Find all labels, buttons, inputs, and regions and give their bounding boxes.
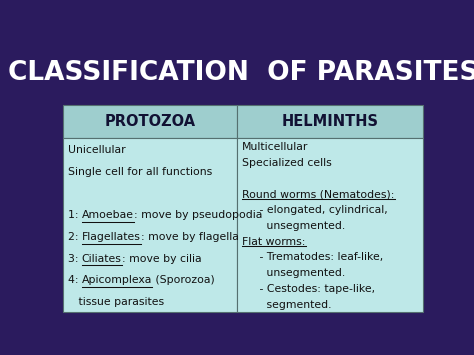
- Text: : move by pseudopodia: : move by pseudopodia: [134, 210, 262, 220]
- Text: : move by cilia: : move by cilia: [121, 254, 201, 264]
- Text: 3:: 3:: [68, 254, 82, 264]
- Text: - elongated, cylindrical,: - elongated, cylindrical,: [242, 205, 388, 215]
- Text: (Sporozoa): (Sporozoa): [152, 275, 215, 285]
- Text: 2:: 2:: [68, 232, 82, 242]
- Text: HELMINTHS: HELMINTHS: [282, 114, 379, 129]
- Text: Ciliates: Ciliates: [82, 254, 121, 264]
- Bar: [63, 105, 237, 138]
- Text: 1:: 1:: [68, 210, 82, 220]
- Text: - Cestodes: tape-like,: - Cestodes: tape-like,: [242, 284, 375, 294]
- Text: PROTOZOA: PROTOZOA: [105, 114, 196, 129]
- Text: segmented.: segmented.: [242, 300, 332, 310]
- Text: tissue parasites: tissue parasites: [68, 297, 164, 307]
- Text: : move by flagella: : move by flagella: [141, 232, 238, 242]
- Text: 4:: 4:: [68, 275, 82, 285]
- Text: - Trematodes: leaf-like,: - Trematodes: leaf-like,: [242, 252, 383, 262]
- Text: Multicellular: Multicellular: [242, 142, 309, 152]
- Bar: [237, 138, 423, 312]
- Text: Flagellates: Flagellates: [82, 232, 141, 242]
- Text: Specialized cells: Specialized cells: [242, 158, 332, 168]
- Text: Flat worms:: Flat worms:: [242, 237, 306, 247]
- Bar: [63, 138, 237, 312]
- Text: unsegmented.: unsegmented.: [242, 268, 346, 278]
- Text: Round worms (Nematodes):: Round worms (Nematodes):: [242, 189, 394, 199]
- Text: unsegmented.: unsegmented.: [242, 221, 346, 231]
- Text: Unicellular: Unicellular: [68, 145, 125, 155]
- Bar: [237, 105, 423, 138]
- Text: CLASSIFICATION  OF PARASITES: CLASSIFICATION OF PARASITES: [8, 60, 474, 86]
- Text: Amoebae: Amoebae: [82, 210, 134, 220]
- Text: Single cell for all functions: Single cell for all functions: [68, 167, 212, 177]
- Text: Apicomplexa: Apicomplexa: [82, 275, 152, 285]
